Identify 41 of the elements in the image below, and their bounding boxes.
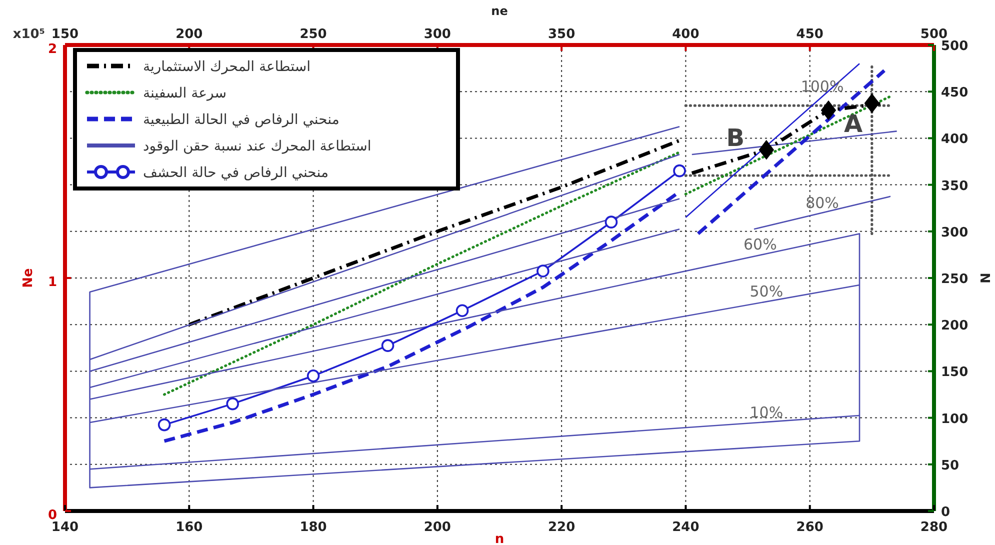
x2tick: 450 [796,27,824,42]
annotation: B [726,124,745,152]
annotation: x10⁵ [12,27,45,42]
x2label: ne [491,4,508,18]
ytick: 1 [48,275,57,290]
y2label: N [979,272,994,284]
annotation: 50% [750,282,784,300]
x2tick: 350 [548,27,576,42]
y2tick: 350 [941,178,968,194]
y2tick: 200 [941,318,968,334]
y2tick: 400 [941,132,968,148]
xtick: 180 [300,520,327,535]
xtick: 200 [424,520,451,535]
y2tick: 0 [941,505,950,520]
y2tick: 300 [941,225,968,240]
xlabel: n [494,532,504,545]
y2tick: 450 [941,86,968,101]
xtick: 280 [920,520,948,535]
xtick: 260 [796,520,824,535]
y2tick: 150 [941,365,968,380]
x2tick: 400 [672,27,700,42]
y2tick: 250 [941,272,968,287]
ylabel: Ne [21,268,36,288]
x2tick: 500 [920,27,948,42]
annotation: 60% [744,236,777,254]
x2tick: 300 [424,27,451,42]
y2tick: 500 [941,39,968,54]
y2tick: 100 [941,412,968,427]
xtick: 140 [51,520,79,535]
ytick: 0 [48,508,57,523]
xtick: 220 [548,520,576,535]
x2tick: 250 [300,27,327,42]
annotation: 10% [750,403,784,422]
xtick: 160 [176,520,203,535]
x2tick: 150 [51,27,79,42]
ytick: 2 [48,42,57,57]
xtick: 240 [672,520,700,535]
y2tick: 50 [941,458,960,474]
x2tick: 200 [176,27,203,42]
annotation: 80% [806,194,839,212]
annotation: A [844,110,863,138]
